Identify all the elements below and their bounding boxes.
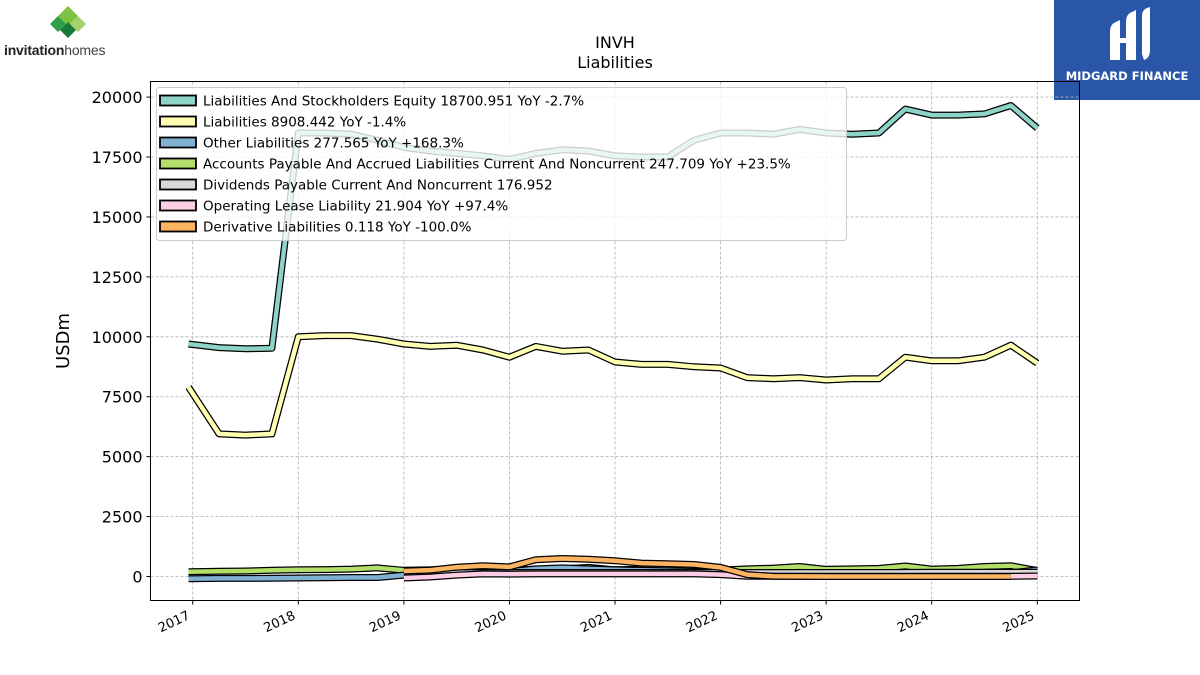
midgard-finance-logo-mark	[1110, 7, 1150, 60]
legend-entry: Other Liabilities 277.565 YoY +168.3%	[203, 136, 464, 152]
legend: Liabilities And Stockholders Equity 1870…	[156, 87, 847, 241]
legend-swatch	[159, 115, 197, 128]
legend-swatch	[159, 178, 197, 191]
midgard-finance-logo: MIDGARD FINANCE	[1054, 0, 1200, 100]
y-axis-ticks: 0 2500 5000 7500 10000 12500 15000 17500 20000	[92, 88, 151, 587]
series-lines	[185, 102, 1040, 583]
invitation-homes-logo: invitationhomes	[4, 4, 134, 60]
y-tick-label: 12500	[92, 268, 143, 287]
invitation-homes-logo-text: invitationhomes	[4, 42, 106, 58]
legend-swatch	[159, 94, 197, 107]
legend-entry: Operating Lease Liability 21.904 YoY +97…	[203, 199, 508, 215]
midgard-finance-logo-text: MIDGARD FINANCE	[1065, 69, 1189, 83]
y-tick-label: 0	[132, 568, 142, 587]
y-axis-label: USDm	[53, 313, 74, 369]
y-tick-label: 10000	[92, 328, 143, 347]
x-tick-label: 2018	[262, 609, 298, 637]
legend-entry: Liabilities And Stockholders Equity 1870…	[203, 94, 584, 110]
y-tick-label: 20000	[92, 88, 143, 107]
x-tick-label: 2022	[684, 609, 720, 637]
y-tick-label: 2500	[102, 508, 143, 527]
legend-swatch	[159, 220, 197, 233]
legend-entry: Liabilities 8908.442 YoY -1.4%	[203, 115, 406, 131]
legend-swatch	[159, 157, 197, 170]
x-tick-label: 2024	[895, 609, 931, 637]
x-tick-label: 2017	[156, 609, 192, 637]
chart-title: INVH	[595, 33, 635, 52]
legend-swatch	[159, 136, 197, 149]
x-tick-label: 2021	[578, 609, 614, 637]
legend-box	[156, 87, 847, 241]
y-tick-label: 5000	[102, 448, 143, 467]
x-tick-label: 2020	[473, 609, 509, 637]
legend-swatch	[159, 199, 197, 212]
x-tick-label: 2019	[367, 609, 403, 637]
invitation-homes-logo-mark	[50, 6, 86, 38]
series-line-derivative-liabilities	[403, 556, 1011, 579]
series-line-liabilities	[186, 333, 1039, 438]
series-outline-liabilities	[185, 332, 1040, 439]
y-tick-label: 15000	[92, 208, 143, 227]
y-tick-label: 7500	[102, 388, 143, 407]
legend-entry: Accounts Payable And Accrued Liabilities…	[203, 157, 791, 173]
legend-entry: Dividends Payable Current And Noncurrent…	[203, 178, 553, 194]
x-axis-ticks: 2017 2018 2019 2020 2021 2022 2023 2024 2025	[156, 600, 1038, 637]
x-tick-label: 2023	[789, 609, 825, 637]
legend-entry: Derivative Liabilities 0.118 YoY -100.0%	[203, 220, 472, 236]
chart-subtitle: Liabilities	[577, 53, 653, 72]
y-tick-label: 17500	[92, 148, 143, 167]
x-tick-label: 2025	[1001, 609, 1037, 637]
